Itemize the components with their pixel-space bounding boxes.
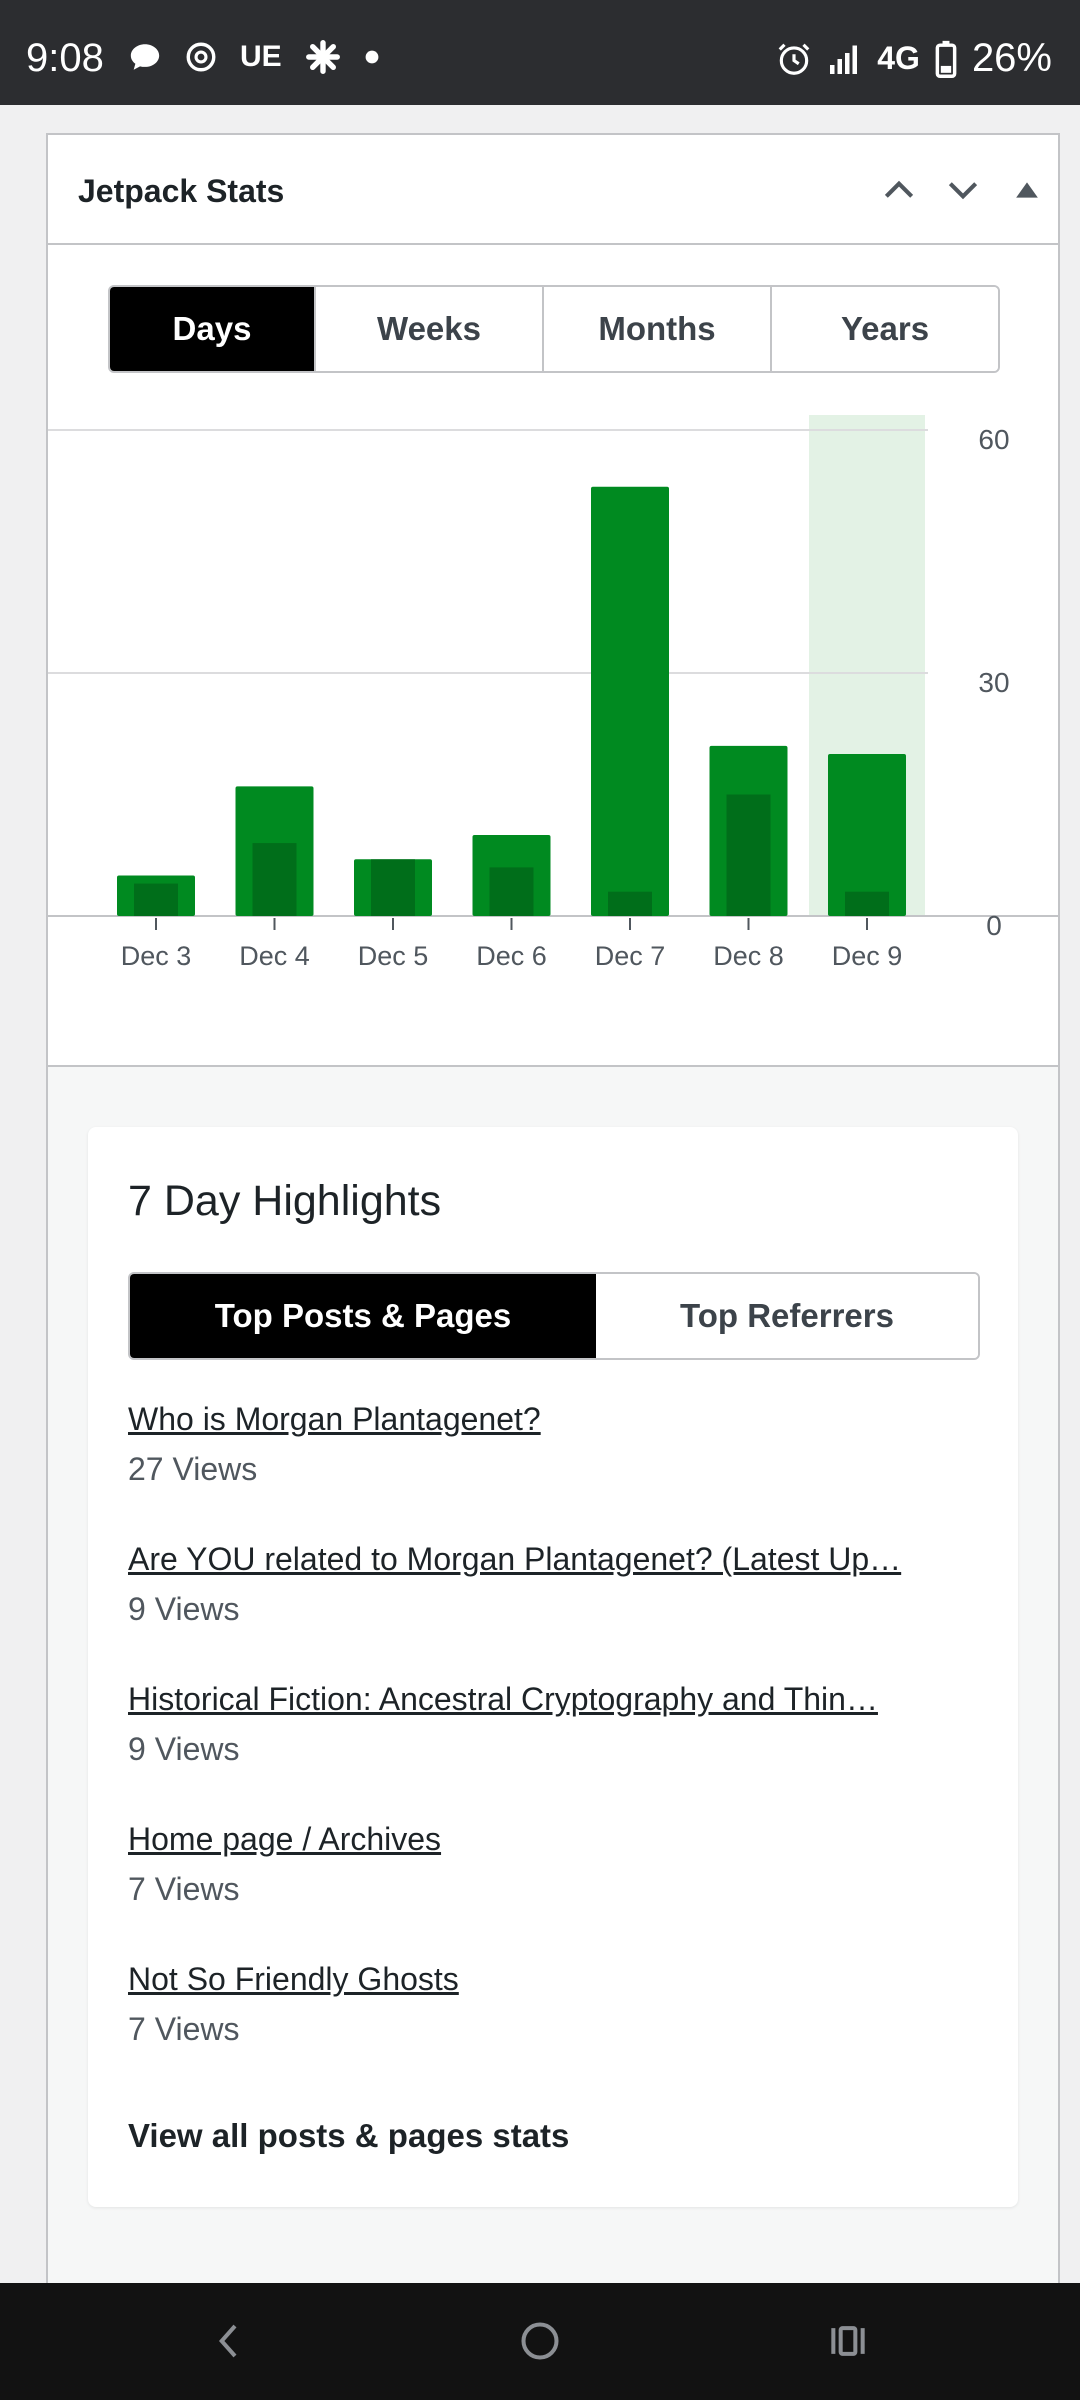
tab-top-referrers[interactable]: Top Referrers — [596, 1274, 978, 1358]
y-tick-label: 60 — [978, 424, 1009, 455]
bar-views — [828, 754, 906, 916]
post-views: 7 Views — [128, 2011, 240, 2047]
post-link[interactable]: Not So Friendly Ghosts — [128, 1961, 459, 1997]
tab-weeks[interactable]: Weeks — [314, 287, 542, 371]
chat-bubble-icon — [130, 44, 160, 70]
widget-header: Jetpack Stats — [48, 135, 1058, 245]
triangle-up-icon — [1016, 182, 1038, 198]
y-tick-label: 30 — [978, 667, 1009, 698]
home-button[interactable] — [510, 2311, 570, 2371]
tab-top-posts-pages[interactable]: Top Posts & Pages — [130, 1274, 596, 1358]
home-icon — [521, 2322, 559, 2360]
jetpack-stats-widget: Jetpack Stats Days Weeks Months Years De… — [46, 133, 1060, 2285]
stats-bar-chart: Dec 3 Dec 4 Dec 5 Dec 6 Dec 7 Dec 8 Dec 9 0 30 60 — [48, 415, 1058, 971]
battery-percentage: 26% — [971, 36, 1052, 80]
period-tabs: Days Weeks Months Years — [108, 285, 1000, 373]
back-icon — [218, 2324, 237, 2358]
highlights-title: 7 Day Highlights — [128, 1177, 442, 1225]
x-tick-label: Dec 3 — [121, 941, 192, 971]
signal-icon — [830, 45, 858, 74]
tab-years[interactable]: Years — [770, 287, 998, 371]
x-tick-label: Dec 9 — [832, 941, 903, 971]
bar-visitors — [489, 867, 534, 916]
post-views: 9 Views — [128, 1731, 240, 1767]
tab-months[interactable]: Months — [542, 287, 770, 371]
view-all-posts-link[interactable]: View all posts & pages stats — [128, 2117, 570, 2154]
bar-visitors — [134, 883, 178, 916]
alarm-icon — [778, 43, 810, 75]
clock: 9:08 — [26, 36, 104, 80]
post-views: 27 Views — [128, 1451, 258, 1487]
ue-icon: UE — [240, 40, 282, 73]
x-tick-label: Dec 5 — [358, 941, 429, 971]
bar-views — [591, 486, 669, 916]
collapse-toggle-button[interactable] — [1002, 165, 1052, 215]
chevron-up-icon — [884, 180, 914, 198]
x-tick-label: Dec 7 — [595, 941, 666, 971]
bar-visitors — [726, 794, 771, 916]
dot-icon — [365, 50, 379, 64]
recents-icon — [831, 2326, 865, 2356]
back-button[interactable] — [200, 2311, 260, 2371]
x-tick-label: Dec 6 — [476, 941, 547, 971]
bar-visitors — [845, 891, 889, 916]
highlights-card: 7 Day Highlights Top Posts & Pages Top R… — [88, 1127, 1018, 2207]
x-tick-label: Dec 8 — [713, 941, 784, 971]
highlights-tabs: Top Posts & Pages Top Referrers — [128, 1272, 980, 1360]
list-item: Home page / Archives 7 Views — [128, 1817, 958, 1957]
chevron-down-icon — [948, 182, 978, 200]
list-item: Are YOU related to Morgan Plantagenet? (… — [128, 1537, 958, 1677]
y-tick-label: 0 — [986, 910, 1002, 941]
post-link[interactable]: Are YOU related to Morgan Plantagenet? (… — [128, 1541, 902, 1577]
network-type: 4G — [877, 40, 920, 76]
move-down-button[interactable] — [938, 165, 988, 215]
post-link[interactable]: Home page / Archives — [128, 1821, 442, 1857]
battery-icon — [935, 40, 957, 78]
top-posts-list: Who is Morgan Plantagenet? 27 Views Are … — [128, 1397, 958, 2097]
highlights-section: 7 Day Highlights Top Posts & Pages Top R… — [48, 1065, 1058, 2285]
list-item: Not So Friendly Ghosts 7 Views — [128, 1957, 958, 2097]
status-bar: 9:08 UE 4G 26% — [0, 0, 1080, 105]
post-views: 9 Views — [128, 1591, 240, 1627]
list-item: Who is Morgan Plantagenet? 27 Views — [128, 1397, 958, 1537]
list-item: Historical Fiction: Ancestral Cryptograp… — [128, 1677, 958, 1817]
bar-visitors — [608, 891, 652, 916]
tab-days[interactable]: Days — [110, 287, 314, 371]
move-up-button[interactable] — [874, 165, 924, 215]
slack-icon — [305, 40, 340, 74]
navigation-bar — [0, 2283, 1080, 2400]
post-link[interactable]: Historical Fiction: Ancestral Cryptograp… — [128, 1681, 878, 1717]
x-tick-label: Dec 4 — [239, 941, 310, 971]
post-link[interactable]: Who is Morgan Plantagenet? — [128, 1401, 541, 1437]
post-views: 7 Views — [128, 1871, 240, 1907]
widget-title: Jetpack Stats — [78, 173, 285, 209]
recents-button[interactable] — [818, 2311, 878, 2371]
bar-visitors — [371, 859, 415, 916]
threads-icon — [186, 42, 216, 72]
bar-visitors — [252, 843, 297, 916]
